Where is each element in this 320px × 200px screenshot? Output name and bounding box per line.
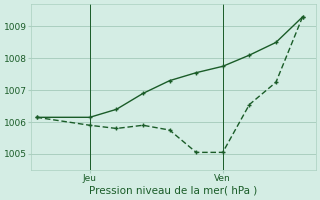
X-axis label: Pression niveau de la mer( hPa ): Pression niveau de la mer( hPa ) [90, 186, 258, 196]
